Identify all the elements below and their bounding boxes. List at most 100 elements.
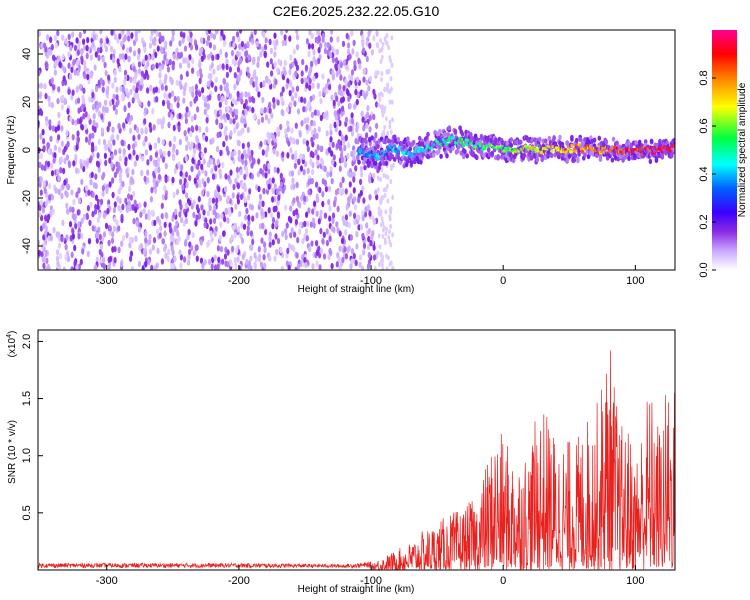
heatmap-noise-cell bbox=[295, 252, 299, 259]
heatmap-noise-cell bbox=[255, 40, 259, 48]
heatmap-signal-core bbox=[502, 149, 506, 153]
heatmap-noise-cell bbox=[321, 73, 325, 80]
heatmap-noise-cell bbox=[127, 143, 131, 151]
heatmap-noise-cell bbox=[311, 168, 315, 176]
heatmap-signal-halo bbox=[597, 135, 602, 141]
heatmap-noise-cell bbox=[337, 114, 341, 121]
heatmap-noise-cell bbox=[245, 258, 249, 266]
heatmap-noise-cell bbox=[270, 70, 274, 77]
heatmap-noise-cell bbox=[312, 133, 316, 141]
heatmap-noise-cell bbox=[380, 91, 383, 97]
heatmap-noise-cell bbox=[280, 108, 284, 116]
heatmap-noise-cell bbox=[66, 208, 70, 215]
heatmap-noise-cell bbox=[158, 65, 162, 72]
heatmap-noise-cell bbox=[132, 84, 136, 92]
heatmap-noise-cell bbox=[374, 101, 379, 108]
heatmap-noise-cell bbox=[291, 153, 295, 160]
heatmap-noise-cell bbox=[347, 81, 351, 88]
heatmap-noise-cell bbox=[75, 85, 80, 92]
heatmap-noise-cell bbox=[294, 122, 298, 129]
heatmap-noise-cell bbox=[67, 33, 71, 40]
heatmap-noise-cell bbox=[380, 262, 384, 268]
heatmap-noise-cell bbox=[67, 88, 71, 95]
heatmap-noise-cell bbox=[46, 142, 50, 149]
heatmap-noise-cell bbox=[110, 237, 115, 244]
heatmap-noise-cell bbox=[184, 112, 188, 119]
heatmap-noise-cell bbox=[233, 232, 237, 239]
heatmap-noise-cell bbox=[230, 151, 234, 158]
heatmap-noise-cell bbox=[131, 143, 136, 150]
heatmap-noise-cell bbox=[101, 86, 105, 93]
heatmap-noise-cell bbox=[179, 254, 183, 261]
heatmap-noise-cell bbox=[94, 51, 98, 58]
heatmap-noise-cell bbox=[362, 197, 366, 204]
heatmap-noise-cell bbox=[83, 30, 87, 35]
heatmap-noise-cell bbox=[210, 81, 214, 88]
heatmap-noise-cell bbox=[50, 44, 54, 51]
heatmap-noise-cell bbox=[268, 235, 272, 242]
heatmap-noise-cell bbox=[375, 122, 379, 130]
heatmap-noise-cell bbox=[367, 235, 371, 243]
heatmap-noise-cell bbox=[309, 158, 313, 165]
heatmap-noise-cell bbox=[73, 69, 77, 76]
heatmap-noise-cell bbox=[247, 260, 251, 267]
heatmap-noise-cell bbox=[352, 252, 356, 260]
heatmap-noise-cell bbox=[110, 161, 114, 168]
heatmap-noise-cell bbox=[61, 53, 65, 61]
heatmap-noise-cell bbox=[172, 143, 176, 151]
heatmap-noise-cell bbox=[161, 156, 166, 163]
heatmap-noise-cell bbox=[129, 176, 133, 183]
heatmap-noise-cell bbox=[284, 204, 288, 211]
heatmap-noise-cell bbox=[102, 212, 106, 219]
heatmap-noise-cell bbox=[56, 168, 60, 176]
heatmap-signal-halo bbox=[611, 136, 616, 142]
heatmap-noise-cell bbox=[273, 32, 277, 39]
heatmap-noise-cell bbox=[276, 211, 280, 218]
heatmap-noise-cell bbox=[379, 197, 382, 203]
heatmap-noise-cell bbox=[213, 109, 218, 116]
heatmap-noise-cell bbox=[268, 241, 272, 248]
heatmap-noise-cell bbox=[323, 179, 327, 187]
heatmap-noise-cell bbox=[127, 35, 131, 42]
heatmap-noise-cell bbox=[330, 94, 334, 102]
heatmap-noise-cell bbox=[386, 87, 389, 93]
heatmap-noise-cell bbox=[183, 256, 187, 263]
heatmap-noise-cell bbox=[305, 235, 309, 242]
snr-x-ticks: -300 -200 -100 0 100 bbox=[96, 565, 645, 587]
heatmap-noise-cell bbox=[69, 44, 73, 52]
heatmap-noise-cell bbox=[210, 167, 214, 175]
heatmap-noise-cell bbox=[216, 131, 220, 139]
heatmap-noise-cell bbox=[55, 255, 60, 262]
heatmap-noise-cell bbox=[223, 129, 227, 136]
heatmap-noise-cell bbox=[144, 230, 148, 237]
heatmap-noise-cell bbox=[300, 77, 304, 85]
heatmap-noise-cell bbox=[192, 211, 196, 219]
heatmap-noise-cell bbox=[331, 46, 335, 53]
heatmap-noise-cell bbox=[221, 63, 225, 70]
heatmap-noise-cell bbox=[57, 188, 61, 195]
heatmap-noise-cell bbox=[51, 125, 55, 132]
heatmap-noise-cell bbox=[118, 33, 122, 40]
heatmap-noise-cell bbox=[77, 107, 81, 114]
heatmap-noise-cell bbox=[166, 66, 171, 73]
heatmap-noise-cell bbox=[271, 216, 276, 224]
heatmap-x-axis-label: Height of straight line (km) bbox=[298, 284, 415, 295]
heatmap-noise-cell bbox=[231, 192, 235, 199]
heatmap-noise-cell bbox=[377, 233, 381, 239]
heatmap-noise-cell bbox=[198, 68, 203, 75]
heatmap-noise-cell bbox=[123, 69, 128, 77]
heatmap-noise-cell bbox=[61, 34, 65, 41]
heatmap-noise-cell bbox=[92, 113, 96, 120]
heatmap-noise-cell bbox=[181, 184, 185, 191]
heatmap-noise-cell bbox=[187, 141, 191, 148]
snr-x-tick-label: 100 bbox=[626, 575, 644, 587]
heatmap-noise-cell bbox=[270, 112, 274, 119]
heatmap-noise-cell bbox=[377, 210, 381, 216]
heatmap-noise-cell bbox=[57, 231, 61, 238]
heatmap-noise-cell bbox=[153, 187, 158, 195]
heatmap-signal-core bbox=[672, 144, 675, 148]
heatmap-noise-cell bbox=[249, 244, 253, 251]
heatmap-noise-cell bbox=[49, 135, 53, 143]
heatmap-noise-cell bbox=[155, 30, 159, 37]
heatmap-noise-cell bbox=[112, 104, 116, 111]
